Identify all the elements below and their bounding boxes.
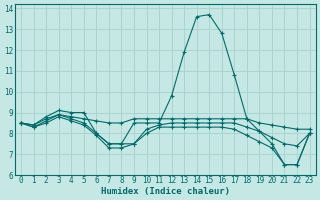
X-axis label: Humidex (Indice chaleur): Humidex (Indice chaleur): [101, 187, 230, 196]
